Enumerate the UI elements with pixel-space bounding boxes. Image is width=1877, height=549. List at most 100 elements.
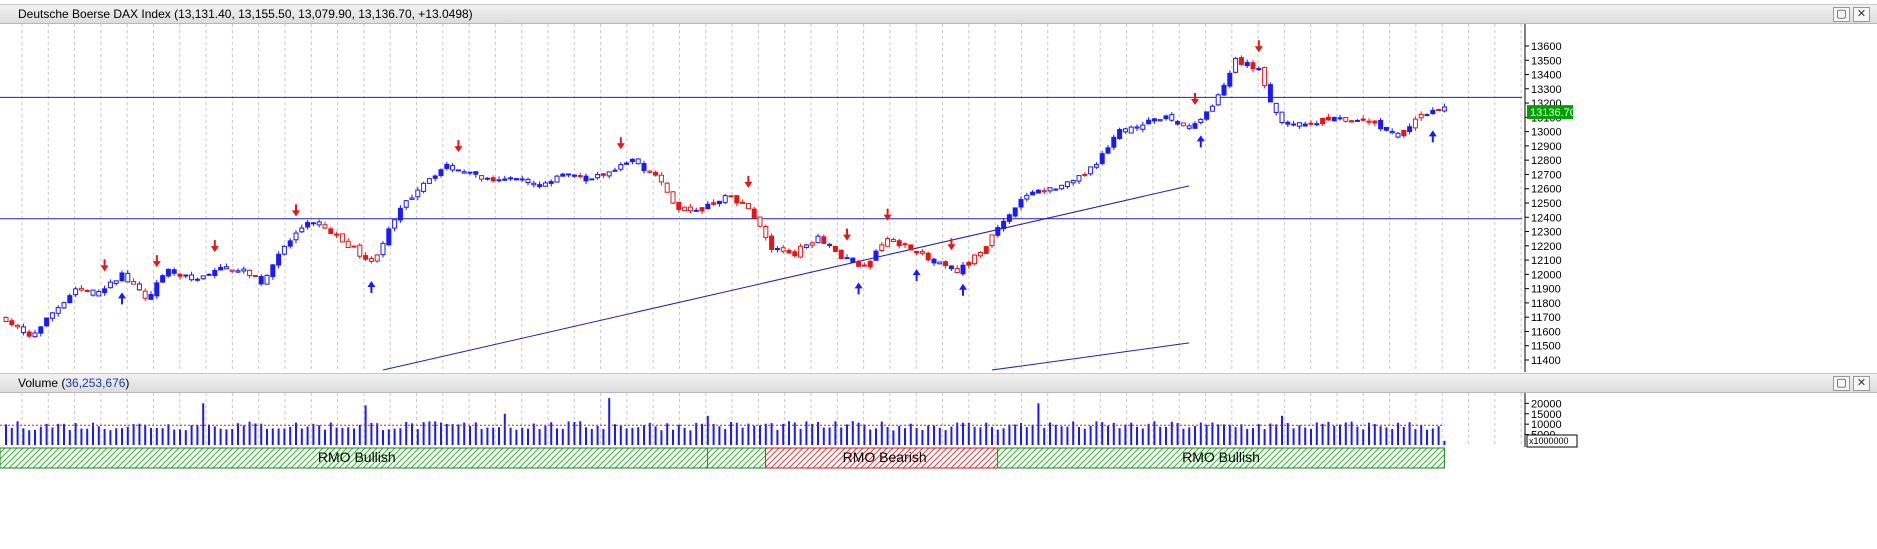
candle-body bbox=[1285, 121, 1291, 125]
volume-bar bbox=[1078, 427, 1080, 445]
candle-body bbox=[1250, 62, 1256, 70]
volume-bar bbox=[875, 428, 877, 445]
candle-body bbox=[508, 177, 514, 180]
volume-bar bbox=[793, 422, 796, 445]
volume-bar bbox=[550, 422, 553, 445]
candle-body bbox=[1157, 119, 1163, 122]
rmo-zone-label: RMO Bearish bbox=[843, 449, 927, 465]
volume-bar bbox=[74, 423, 77, 445]
maximize-icon[interactable]: ▢ bbox=[1833, 376, 1850, 391]
candle-body bbox=[247, 269, 253, 277]
volume-bar bbox=[904, 428, 906, 445]
candle-body bbox=[589, 178, 595, 181]
candle-body bbox=[235, 270, 241, 273]
volume-bar bbox=[654, 426, 657, 445]
volume-bar bbox=[706, 415, 709, 445]
volume-bar bbox=[173, 429, 176, 445]
candle-body bbox=[1140, 124, 1146, 130]
volume-bar bbox=[1263, 428, 1266, 445]
close-icon[interactable]: ✕ bbox=[1853, 7, 1870, 22]
volume-bar bbox=[666, 423, 669, 445]
candle-body bbox=[415, 189, 421, 198]
volume-bar bbox=[1159, 426, 1162, 445]
volume-bar bbox=[509, 427, 512, 445]
candle-body bbox=[1331, 116, 1337, 122]
candle-body bbox=[44, 317, 50, 327]
volume-bar bbox=[1054, 424, 1057, 445]
candle-body bbox=[885, 237, 891, 247]
candle-body bbox=[1401, 129, 1407, 137]
candle-body bbox=[745, 202, 751, 210]
volume-bar bbox=[1130, 422, 1133, 445]
candle-body bbox=[513, 178, 519, 181]
volume-bar bbox=[701, 423, 703, 445]
volume-bar bbox=[213, 426, 216, 445]
maximize-icon[interactable]: ▢ bbox=[1833, 7, 1850, 22]
volume-bar bbox=[196, 424, 199, 445]
candle-body bbox=[502, 178, 508, 181]
volume-bar bbox=[1269, 423, 1272, 445]
candle-body bbox=[432, 175, 438, 179]
volume-bar bbox=[486, 427, 489, 445]
volume-bar bbox=[248, 421, 251, 445]
close-icon[interactable]: ✕ bbox=[1853, 376, 1870, 391]
volume-bar bbox=[86, 428, 89, 445]
volume-bar bbox=[428, 421, 431, 445]
last-price-badge bbox=[1527, 105, 1573, 120]
volume-bar bbox=[1182, 428, 1185, 445]
candle-body bbox=[299, 227, 305, 233]
candle-body bbox=[1221, 84, 1227, 96]
candle-body bbox=[264, 274, 270, 285]
candle-body bbox=[600, 173, 606, 176]
volume-bar bbox=[295, 422, 297, 445]
volume-bar bbox=[202, 403, 205, 445]
candle-body bbox=[450, 165, 456, 171]
volume-bar bbox=[115, 428, 118, 445]
price-chart: 11400 11500 11600 11700 11800 11900 12000 12100… bbox=[0, 24, 1576, 372]
volume-bar bbox=[996, 429, 999, 445]
candle-body bbox=[1163, 115, 1169, 120]
candle-body bbox=[1325, 116, 1331, 121]
volume-bar bbox=[457, 424, 460, 445]
rmo-zone bbox=[707, 447, 773, 469]
volume-bar bbox=[921, 430, 924, 445]
candle-body bbox=[548, 181, 554, 184]
volume-bar bbox=[405, 421, 408, 445]
buy-arrow-icon bbox=[854, 282, 863, 295]
candle-body bbox=[1343, 117, 1349, 122]
volume-bar bbox=[544, 425, 547, 445]
candle-body bbox=[1088, 166, 1094, 175]
candle-body bbox=[624, 162, 630, 165]
volume-bar bbox=[1141, 428, 1144, 445]
candle-body bbox=[977, 251, 983, 257]
candle-body bbox=[1354, 119, 1360, 122]
candle-body bbox=[78, 287, 84, 291]
volume-bar bbox=[68, 429, 71, 445]
volume-bar bbox=[602, 429, 605, 445]
volume-bar bbox=[190, 425, 193, 445]
price-tick-label: 13600 bbox=[1531, 41, 1562, 53]
candle-body bbox=[1070, 179, 1076, 184]
candle-body bbox=[531, 182, 537, 186]
sell-arrow-icon bbox=[1254, 40, 1263, 53]
volume-bar bbox=[643, 425, 645, 445]
candle-body bbox=[821, 236, 827, 244]
volume-bar bbox=[689, 430, 692, 445]
volume-bar bbox=[1385, 427, 1388, 445]
volume-chart: 5000100001500020000x1000000RMO BullishRM… bbox=[0, 393, 1578, 469]
volume-bar bbox=[266, 428, 268, 445]
candle-body bbox=[160, 275, 166, 283]
candle-body bbox=[20, 326, 26, 334]
volume-bar bbox=[1228, 424, 1231, 445]
price-tick-label: 12700 bbox=[1531, 169, 1562, 181]
candle-body bbox=[838, 249, 844, 259]
candle-body bbox=[995, 227, 1001, 236]
volume-bar bbox=[283, 428, 286, 445]
volume-bar bbox=[1211, 422, 1214, 445]
volume-bar bbox=[1083, 428, 1086, 445]
candle-body bbox=[1082, 173, 1088, 176]
volume-bar bbox=[132, 424, 135, 445]
volume-bar bbox=[1373, 424, 1376, 445]
volume-bar bbox=[521, 427, 524, 445]
volume-bar bbox=[1066, 426, 1069, 445]
